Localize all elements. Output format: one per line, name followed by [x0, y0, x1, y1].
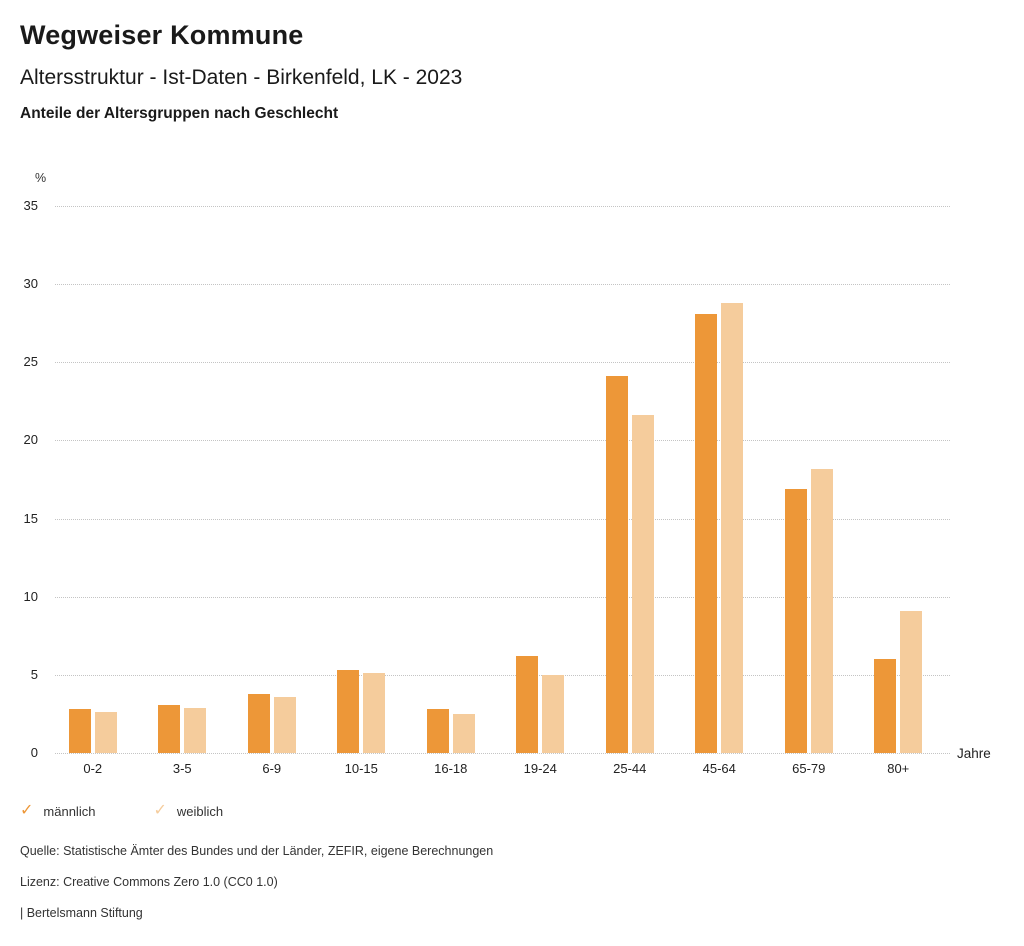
brand-note: | Bertelsmann Stiftung [20, 906, 143, 920]
plot-area [55, 206, 950, 754]
bar-weiblich-45-64 [721, 302, 744, 753]
x-tick-0-2: 0-2 [83, 761, 103, 776]
x-tick-3-5: 3-5 [172, 761, 192, 776]
gridline-10 [55, 596, 950, 598]
x-tick-25-44: 25-44 [613, 761, 647, 776]
x-tick-65-79: 65-79 [792, 761, 826, 776]
bar-weiblich-19-24 [542, 674, 565, 753]
bar-männlich-25-44 [605, 376, 628, 753]
bar-männlich-6-9 [247, 693, 270, 753]
y-tick-20: 20 [23, 432, 38, 448]
chart-title: Anteile der Altersgruppen nach Geschlech… [20, 105, 339, 122]
bar-männlich-65-79 [784, 488, 807, 753]
bar-männlich-0-2 [68, 709, 91, 753]
bar-weiblich-25-44 [631, 415, 654, 753]
x-tick-80+: 80+ [887, 761, 910, 776]
bar-weiblich-3-5 [184, 707, 207, 753]
chart-legend: ✓ männlich ✓ weiblich [20, 803, 223, 819]
page-title: Wegweiser Kommune [20, 20, 304, 50]
bar-weiblich-6-9 [273, 696, 296, 753]
bar-männlich-45-64 [695, 313, 718, 753]
gridline-5 [55, 674, 950, 676]
bar-männlich-10-15 [337, 670, 360, 753]
bar-männlich-80+ [874, 659, 897, 753]
legend-label: weiblich [176, 803, 224, 819]
y-tick-10: 10 [23, 588, 38, 604]
y-axis-labels: 35 30 25 20 15 10 5 0 [0, 198, 44, 760]
x-axis-labels: 0-2 3-5 6-9 10-15 16-18 19-24 25-44 45-64 65-79 8… [55, 761, 950, 781]
y-tick-35: 35 [23, 198, 38, 213]
bar-männlich-16-18 [426, 709, 449, 753]
x-tick-16-18: 16-18 [434, 761, 468, 776]
y-tick-0: 0 [30, 745, 38, 760]
gridline-25 [55, 362, 950, 364]
gridline-35 [55, 206, 950, 207]
bar-weiblich-10-15 [363, 673, 386, 753]
bar-weiblich-80+ [900, 610, 923, 753]
gridline-30 [55, 284, 950, 286]
checkmark-icon: ✓ [20, 802, 34, 819]
bar-weiblich-0-2 [94, 712, 117, 753]
gridline-15 [55, 518, 950, 520]
source-note: Quelle: Statistische Ämter des Bundes un… [20, 844, 494, 858]
bar-männlich-19-24 [516, 656, 539, 753]
x-tick-6-9: 6-9 [262, 761, 282, 776]
gridline-20 [55, 440, 950, 442]
y-tick-5: 5 [30, 666, 38, 682]
bar-weiblich-16-18 [452, 713, 475, 753]
y-tick-30: 30 [23, 276, 38, 292]
gridline-0 [55, 753, 950, 754]
y-tick-25: 25 [23, 354, 38, 370]
license-note: Lizenz: Creative Commons Zero 1.0 (CC0 1… [20, 875, 278, 889]
legend-item-weiblich[interactable]: ✓ weiblich [153, 803, 223, 819]
x-axis-title: Jahre [957, 746, 991, 761]
y-tick-15: 15 [23, 510, 38, 526]
checkmark-icon: ✓ [153, 802, 167, 819]
page-subtitle: Altersstruktur - Ist-Daten - Birkenfeld,… [20, 66, 463, 89]
legend-item-männlich[interactable]: ✓ männlich [20, 803, 95, 819]
x-tick-19-24: 19-24 [523, 761, 557, 776]
legend-label: männlich [43, 803, 96, 819]
y-axis-unit-label: % [35, 171, 47, 185]
x-tick-45-64: 45-64 [702, 761, 736, 776]
bar-weiblich-65-79 [810, 468, 833, 753]
x-tick-10-15: 10-15 [344, 761, 378, 776]
bar-männlich-3-5 [158, 704, 181, 753]
